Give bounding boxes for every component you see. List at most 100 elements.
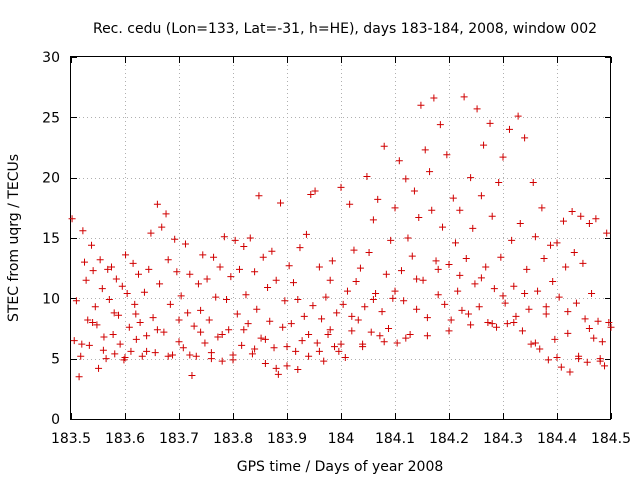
data-point [423, 332, 431, 340]
data-point [421, 146, 429, 154]
data-point [72, 297, 80, 305]
data-point [272, 276, 280, 284]
data-point [570, 248, 578, 256]
data-point [449, 194, 457, 202]
data-point [212, 293, 220, 301]
data-point [557, 363, 565, 371]
data-point [579, 259, 587, 267]
data-point [516, 220, 524, 228]
data-point [575, 355, 583, 363]
data-point [456, 206, 464, 214]
data-point [227, 273, 235, 281]
data-point [354, 316, 362, 324]
data-point [501, 299, 509, 307]
data-point [333, 309, 341, 317]
data-point [482, 263, 490, 271]
data-point [512, 312, 520, 320]
data-point [309, 302, 317, 310]
data-point [218, 331, 226, 339]
data-point [270, 344, 278, 352]
data-point [359, 340, 367, 348]
data-point [248, 350, 256, 358]
data-point [352, 277, 360, 285]
data-point [404, 234, 412, 242]
x-tick-label: 183.7 [159, 431, 199, 447]
data-point [105, 296, 113, 304]
data-point [95, 364, 103, 372]
data-point [322, 293, 330, 301]
data-point [242, 291, 250, 299]
data-point [430, 94, 438, 102]
data-point [91, 303, 99, 311]
data-point [564, 329, 572, 337]
data-point [266, 317, 274, 325]
data-point [508, 236, 516, 244]
data-point [555, 293, 563, 301]
data-point [78, 340, 86, 348]
data-point [328, 257, 336, 265]
data-point [341, 353, 349, 361]
data-point [264, 283, 272, 291]
data-point [583, 358, 591, 366]
data-point [190, 322, 198, 330]
data-point [473, 105, 481, 113]
data-point [572, 299, 580, 307]
data-point [326, 276, 334, 284]
data-point [127, 347, 135, 355]
data-point [251, 268, 259, 276]
data-point [367, 328, 375, 336]
data-point [462, 255, 470, 263]
data-point [544, 356, 552, 364]
data-point [207, 349, 215, 357]
data-point [484, 318, 492, 326]
data-point [335, 347, 343, 355]
data-point [480, 141, 488, 149]
data-point [324, 331, 332, 339]
data-point [439, 223, 447, 231]
data-point [356, 264, 364, 272]
data-point [391, 204, 399, 212]
data-point [156, 280, 164, 288]
data-point [361, 303, 369, 311]
data-point [112, 275, 120, 283]
data-point [93, 321, 101, 329]
y-tick-label: 0 [51, 412, 60, 428]
data-point [363, 172, 371, 180]
data-point [100, 333, 108, 341]
data-point [166, 300, 174, 308]
data-point [216, 263, 224, 271]
data-point [566, 368, 574, 376]
data-point [451, 239, 459, 247]
data-point [143, 332, 151, 340]
data-point [225, 326, 233, 334]
data-point [436, 121, 444, 129]
data-point [346, 200, 354, 208]
data-point [542, 303, 550, 311]
data-point [277, 199, 285, 207]
data-point [181, 240, 189, 248]
data-point [84, 316, 92, 324]
data-point [132, 335, 140, 343]
data-point [380, 338, 388, 346]
data-point [568, 207, 576, 215]
data-point [123, 290, 131, 298]
data-point [369, 216, 377, 224]
data-point [298, 337, 306, 345]
data-point [531, 233, 539, 241]
data-point [129, 259, 137, 267]
data-point [229, 356, 237, 364]
x-tick-label: 184.4 [537, 431, 577, 447]
data-point [138, 352, 146, 360]
data-point [598, 338, 606, 346]
data-point [406, 331, 414, 339]
data-point [523, 265, 531, 273]
data-point [378, 308, 386, 316]
data-point [553, 353, 561, 361]
data-point [434, 265, 442, 273]
axis-ticks [71, 57, 612, 420]
data-point [98, 285, 106, 293]
x-tick-label: 183.9 [267, 431, 307, 447]
data-point [96, 256, 104, 264]
data-point [456, 271, 464, 279]
